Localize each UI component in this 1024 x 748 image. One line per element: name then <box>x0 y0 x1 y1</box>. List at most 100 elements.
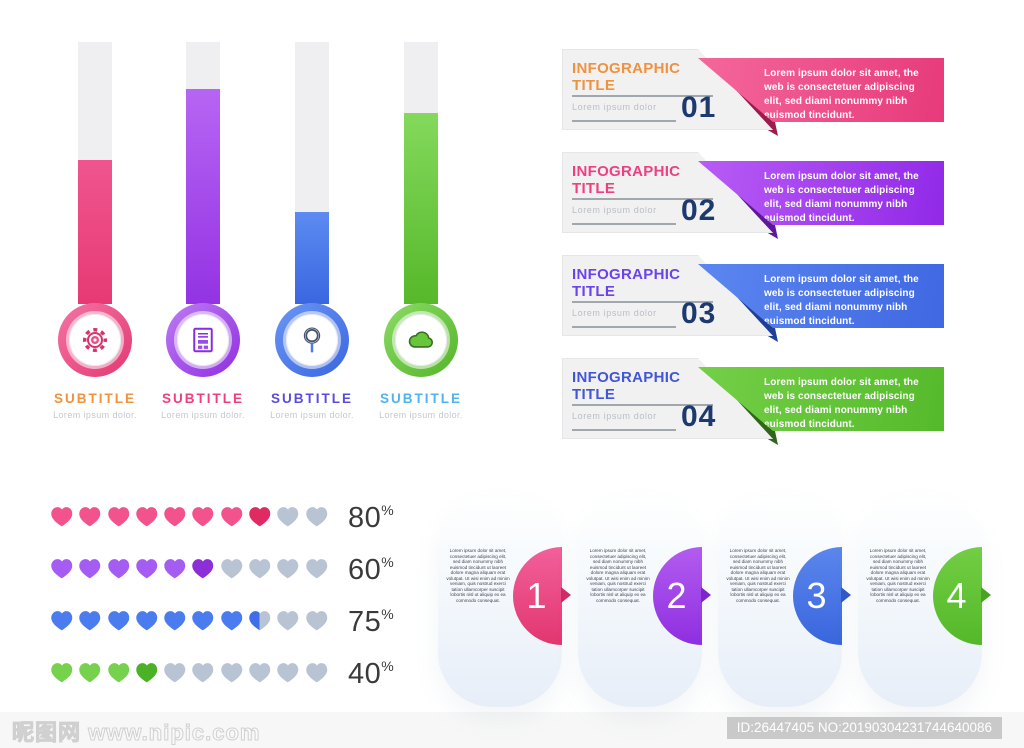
thermometer-tube <box>295 42 329 304</box>
rating-percent-label: 80% <box>348 502 395 534</box>
thermometer-caption: Lorem ipsum dolor. <box>53 410 137 420</box>
heart-icon <box>79 507 101 527</box>
ribbon-fold <box>698 58 778 136</box>
percent-sign: % <box>381 502 395 518</box>
gear-icon <box>83 328 107 352</box>
ribbon-banner: Lorem ipsum dolor sit amet, the web is c… <box>698 161 944 225</box>
divider-line <box>572 95 713 97</box>
heart-icon <box>221 611 243 631</box>
step-body-text: Lorem ipsum dolor sit amet, consectetuer… <box>446 548 510 603</box>
thermometer-label: SUBTITLE Lorem ipsum dolor. <box>25 391 165 420</box>
heart-icon <box>79 611 101 631</box>
percent-sign: % <box>381 606 395 622</box>
thermometer-label: SUBTITLE Lorem ipsum dolor. <box>242 391 382 420</box>
thermometer-bulb <box>58 303 132 377</box>
heart-icon <box>107 559 129 579</box>
thermometer-fill <box>404 113 438 304</box>
thermometer-subtitle: SUBTITLE <box>271 391 353 406</box>
step-arrow-icon <box>841 587 851 603</box>
heart-icon <box>277 663 299 683</box>
banner-number: 01 <box>681 91 717 124</box>
banner-body-text: Lorem ipsum dolor sit amet, the web is c… <box>764 377 919 430</box>
step-arrow-icon <box>561 587 571 603</box>
step-card: Lorem ipsum dolor sit amet, consectetuer… <box>578 497 711 707</box>
percent-sign: % <box>381 658 395 674</box>
banner-number: 03 <box>681 297 717 330</box>
heart-icon <box>107 663 129 683</box>
banner-caption: Lorem ipsum dolor <box>572 308 657 318</box>
heart-icon <box>221 559 243 579</box>
heart-icon <box>277 559 299 579</box>
heart-rating-row: 40% <box>50 658 394 690</box>
heart-icon <box>164 611 186 631</box>
heart-icon <box>107 611 129 631</box>
thermometer-caption: Lorem ipsum dolor. <box>270 410 354 420</box>
percent-sign: % <box>381 554 395 570</box>
banner-body-text: Lorem ipsum dolor sit amet, the web is c… <box>764 171 919 224</box>
thermometer-caption: Lorem ipsum dolor. <box>161 410 245 420</box>
thermometer-icon-circle <box>177 314 229 366</box>
heart-rating-row: 80% <box>50 502 394 534</box>
image-id-label: ID:26447405 NO:20190304231744640086 <box>726 717 1002 739</box>
heart-rating-row: 75% <box>50 606 394 638</box>
step-card: Lorem ipsum dolor sit amet, consectetuer… <box>718 497 851 707</box>
infographic-banner-item: INFOGRAPHIC TITLE Lorem ipsum dolor 03 L… <box>562 255 944 351</box>
heart-icon <box>221 507 243 527</box>
banner-card <box>562 49 773 130</box>
heart-icon <box>51 611 73 631</box>
infographic-banner-item: INFOGRAPHIC TITLE Lorem ipsum dolor 04 L… <box>562 358 944 454</box>
heart-icon <box>164 559 186 579</box>
divider-line <box>572 404 713 406</box>
watermark-site-name: 昵图网 <box>11 720 82 746</box>
banner-caption: Lorem ipsum dolor <box>572 411 657 421</box>
divider-line <box>572 326 676 328</box>
heart-icon <box>192 559 214 579</box>
thermometer-tube <box>404 42 438 304</box>
rating-percent-label: 75% <box>348 606 395 638</box>
banner-caption: Lorem ipsum dolor <box>572 205 657 215</box>
heart-icon <box>249 611 271 631</box>
thermometer-bulb <box>384 303 458 377</box>
heart-icon <box>51 507 73 527</box>
heart-icon <box>249 507 271 527</box>
thermometer-subtitle: SUBTITLE <box>380 391 462 406</box>
thermometer-tube <box>186 42 220 304</box>
banner-card <box>562 255 773 336</box>
step-arrow-icon <box>981 587 991 603</box>
thermometer-bulb <box>166 303 240 377</box>
step-body-text: Lorem ipsum dolor sit amet, consectetuer… <box>726 548 790 603</box>
thermometer-fill <box>186 89 220 304</box>
heart-icon <box>164 663 186 683</box>
infographic-banner-item: INFOGRAPHIC TITLE Lorem ipsum dolor 01 L… <box>562 49 944 145</box>
step-number-circle: 4 <box>933 547 982 645</box>
heart-icon <box>192 663 214 683</box>
thermometer-icon-circle <box>395 314 447 366</box>
divider-line <box>572 223 676 225</box>
banner-number: 02 <box>681 194 717 227</box>
rating-percent-label: 60% <box>348 554 395 586</box>
rating-percent-label: 40% <box>348 658 395 690</box>
thermometer-caption: Lorem ipsum dolor. <box>379 410 463 420</box>
magnifier-icon <box>303 327 321 353</box>
infographic-banner-item: INFOGRAPHIC TITLE Lorem ipsum dolor 02 L… <box>562 152 944 248</box>
heart-icon <box>136 663 158 683</box>
banner-card <box>562 358 773 439</box>
cloud-icon <box>408 331 434 348</box>
heart-icon <box>221 663 243 683</box>
step-card: Lorem ipsum dolor sit amet, consectetuer… <box>858 497 991 707</box>
heart-icon <box>305 611 327 631</box>
heart-icon <box>136 559 158 579</box>
ribbon-fold <box>698 161 778 239</box>
banner-card <box>562 152 773 233</box>
heart-icon <box>51 559 73 579</box>
watermark-site-url: www.nipic.com <box>88 720 261 746</box>
thermometer-label: SUBTITLE Lorem ipsum dolor. <box>133 391 273 420</box>
thermometer-label: SUBTITLE Lorem ipsum dolor. <box>351 391 491 420</box>
banner-body-text: Lorem ipsum dolor sit amet, the web is c… <box>764 274 919 327</box>
step-arrow-icon <box>701 587 711 603</box>
thermometer-icon-circle <box>69 314 121 366</box>
divider-line <box>572 301 713 303</box>
